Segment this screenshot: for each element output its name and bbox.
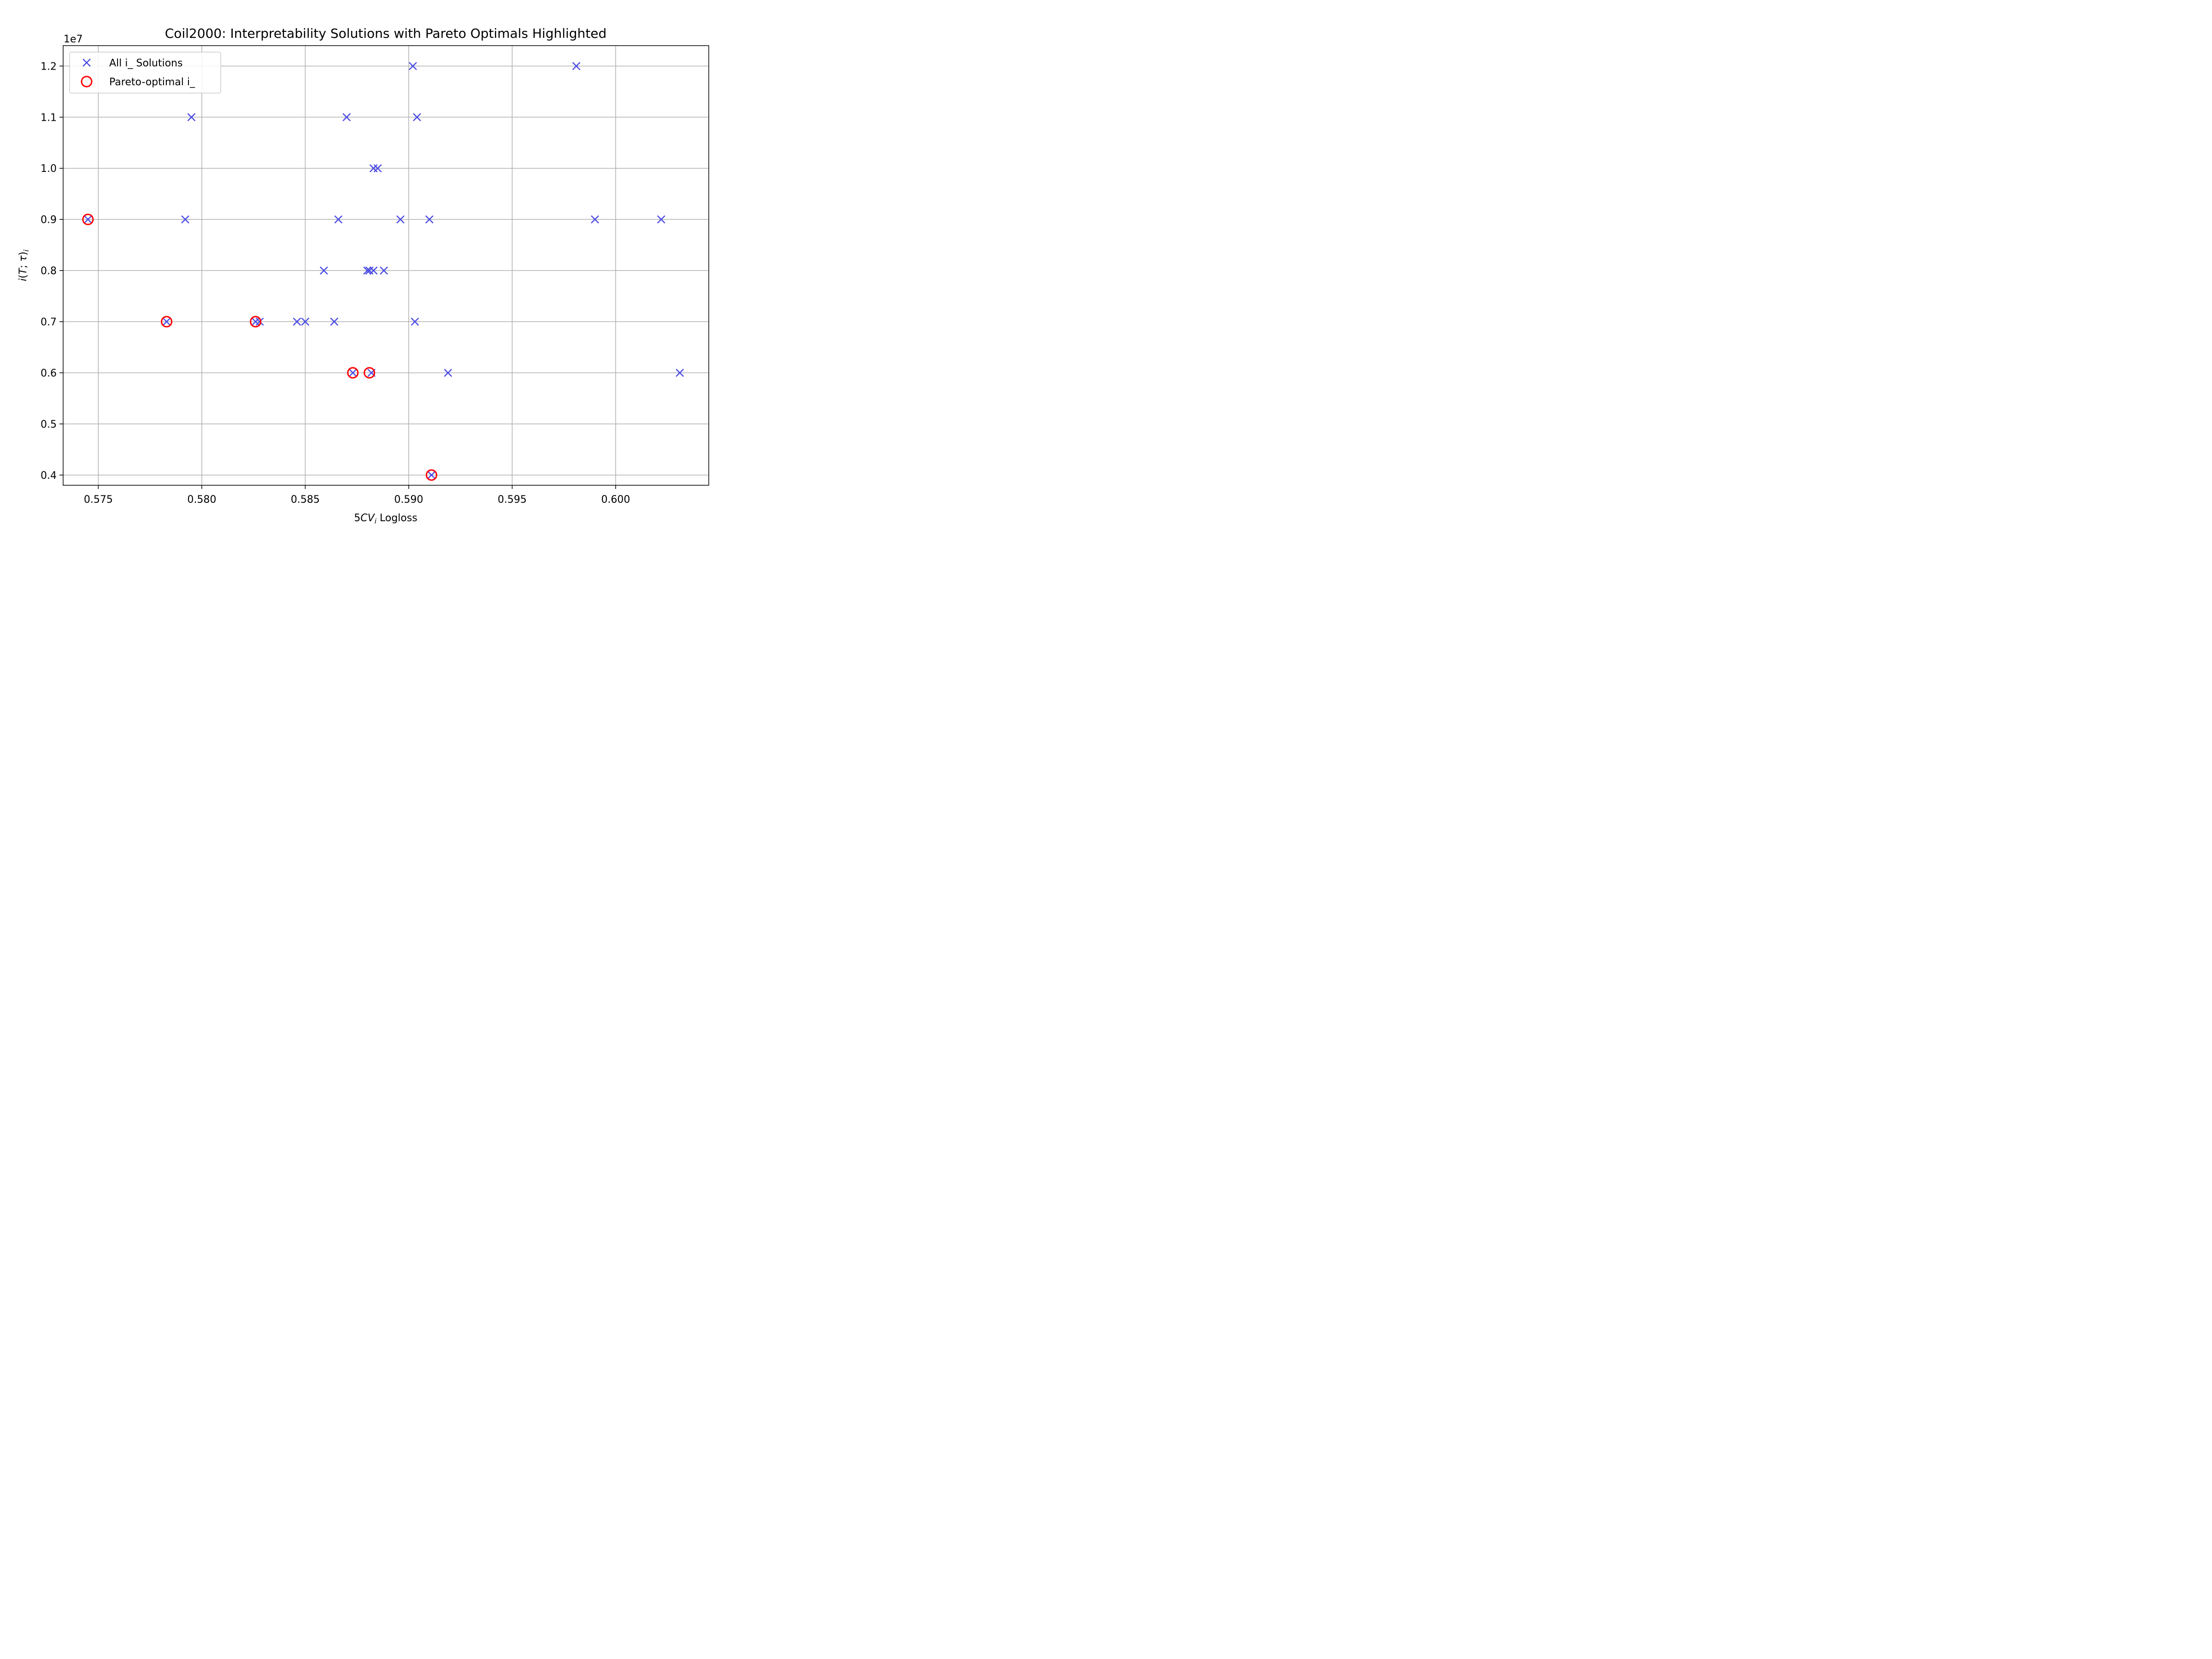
x-tick-label: 0.600 [601, 494, 630, 506]
x-tick-label: 0.595 [498, 494, 527, 506]
y-axis-label: i(T; τ)i [18, 249, 30, 281]
chart-title: Coil2000: Interpretability Solutions wit… [165, 26, 607, 41]
x-marker-point [444, 369, 453, 377]
axis-ticks: 0.575 0.580 0.585 0.590 0.595 0.600 0.4 0.5 0.6 0… [41, 61, 630, 506]
x-marker-point [181, 215, 189, 224]
legend-x-marker-icon [82, 59, 91, 67]
x-marker-point [319, 266, 328, 275]
legend-circle-marker-icon [81, 76, 93, 88]
pareto-circle-point [425, 469, 437, 481]
pareto-circle-point [364, 367, 376, 379]
x-axis-label: 5CVi Logloss [354, 512, 417, 525]
x-marker-point [657, 215, 665, 224]
x-marker-point [84, 215, 92, 224]
pareto-circle-point [161, 316, 173, 328]
x-marker-point [425, 215, 434, 224]
y-tick-label: 0.6 [41, 368, 57, 379]
x-marker-point [427, 471, 436, 479]
x-marker-point [411, 318, 419, 326]
legend-label-all-solutions: All i_ Solutions [109, 58, 182, 69]
x-marker-point [342, 113, 351, 122]
x-marker-point [187, 113, 196, 122]
x-marker-point [363, 266, 371, 275]
plot-frame [63, 45, 709, 486]
x-marker-point [301, 318, 310, 326]
x-marker-point [412, 113, 421, 122]
x-marker-point [676, 369, 684, 377]
y-tick-label: 0.7 [41, 317, 57, 328]
x-marker-point [348, 369, 357, 377]
x-marker-point [369, 266, 378, 275]
x-tick-label: 0.590 [394, 494, 423, 506]
x-tick-label: 0.580 [187, 494, 216, 506]
x-marker-point [330, 318, 339, 326]
pareto-circle-point [250, 316, 262, 328]
data-points [82, 62, 684, 481]
x-marker-point [572, 62, 581, 71]
legend: All i_ Solutions Pareto-optimal i_ [69, 52, 221, 94]
pareto-circle-point [82, 213, 94, 225]
pareto-circle-point [347, 367, 359, 379]
y-tick-label: 0.4 [41, 470, 57, 482]
x-marker-point [334, 215, 343, 224]
x-marker-point [293, 318, 301, 326]
y-tick-label: 1.2 [41, 61, 57, 72]
x-marker-point [408, 62, 417, 71]
x-marker-point [255, 318, 264, 326]
y-tick-label: 0.9 [41, 214, 57, 226]
x-marker-point [380, 266, 388, 275]
legend-box [69, 52, 221, 94]
x-marker-point [591, 215, 599, 224]
scatter-chart: Coil2000: Interpretability Solutions wit… [18, 26, 709, 525]
x-marker-point [396, 215, 405, 224]
y-tick-label: 0.8 [41, 265, 57, 277]
y-tick-label: 0.5 [41, 419, 57, 430]
x-tick-label: 0.575 [84, 494, 113, 506]
x-marker-point [373, 164, 382, 173]
y-tick-label: 1.1 [41, 112, 57, 124]
y-tick-label: 1.0 [41, 163, 57, 175]
legend-label-pareto-optimal: Pareto-optimal i_ [109, 76, 195, 88]
y-offset-label: 1e7 [64, 34, 83, 45]
x-tick-label: 0.585 [291, 494, 320, 506]
grid-lines [63, 46, 709, 485]
x-marker-point [162, 318, 171, 326]
